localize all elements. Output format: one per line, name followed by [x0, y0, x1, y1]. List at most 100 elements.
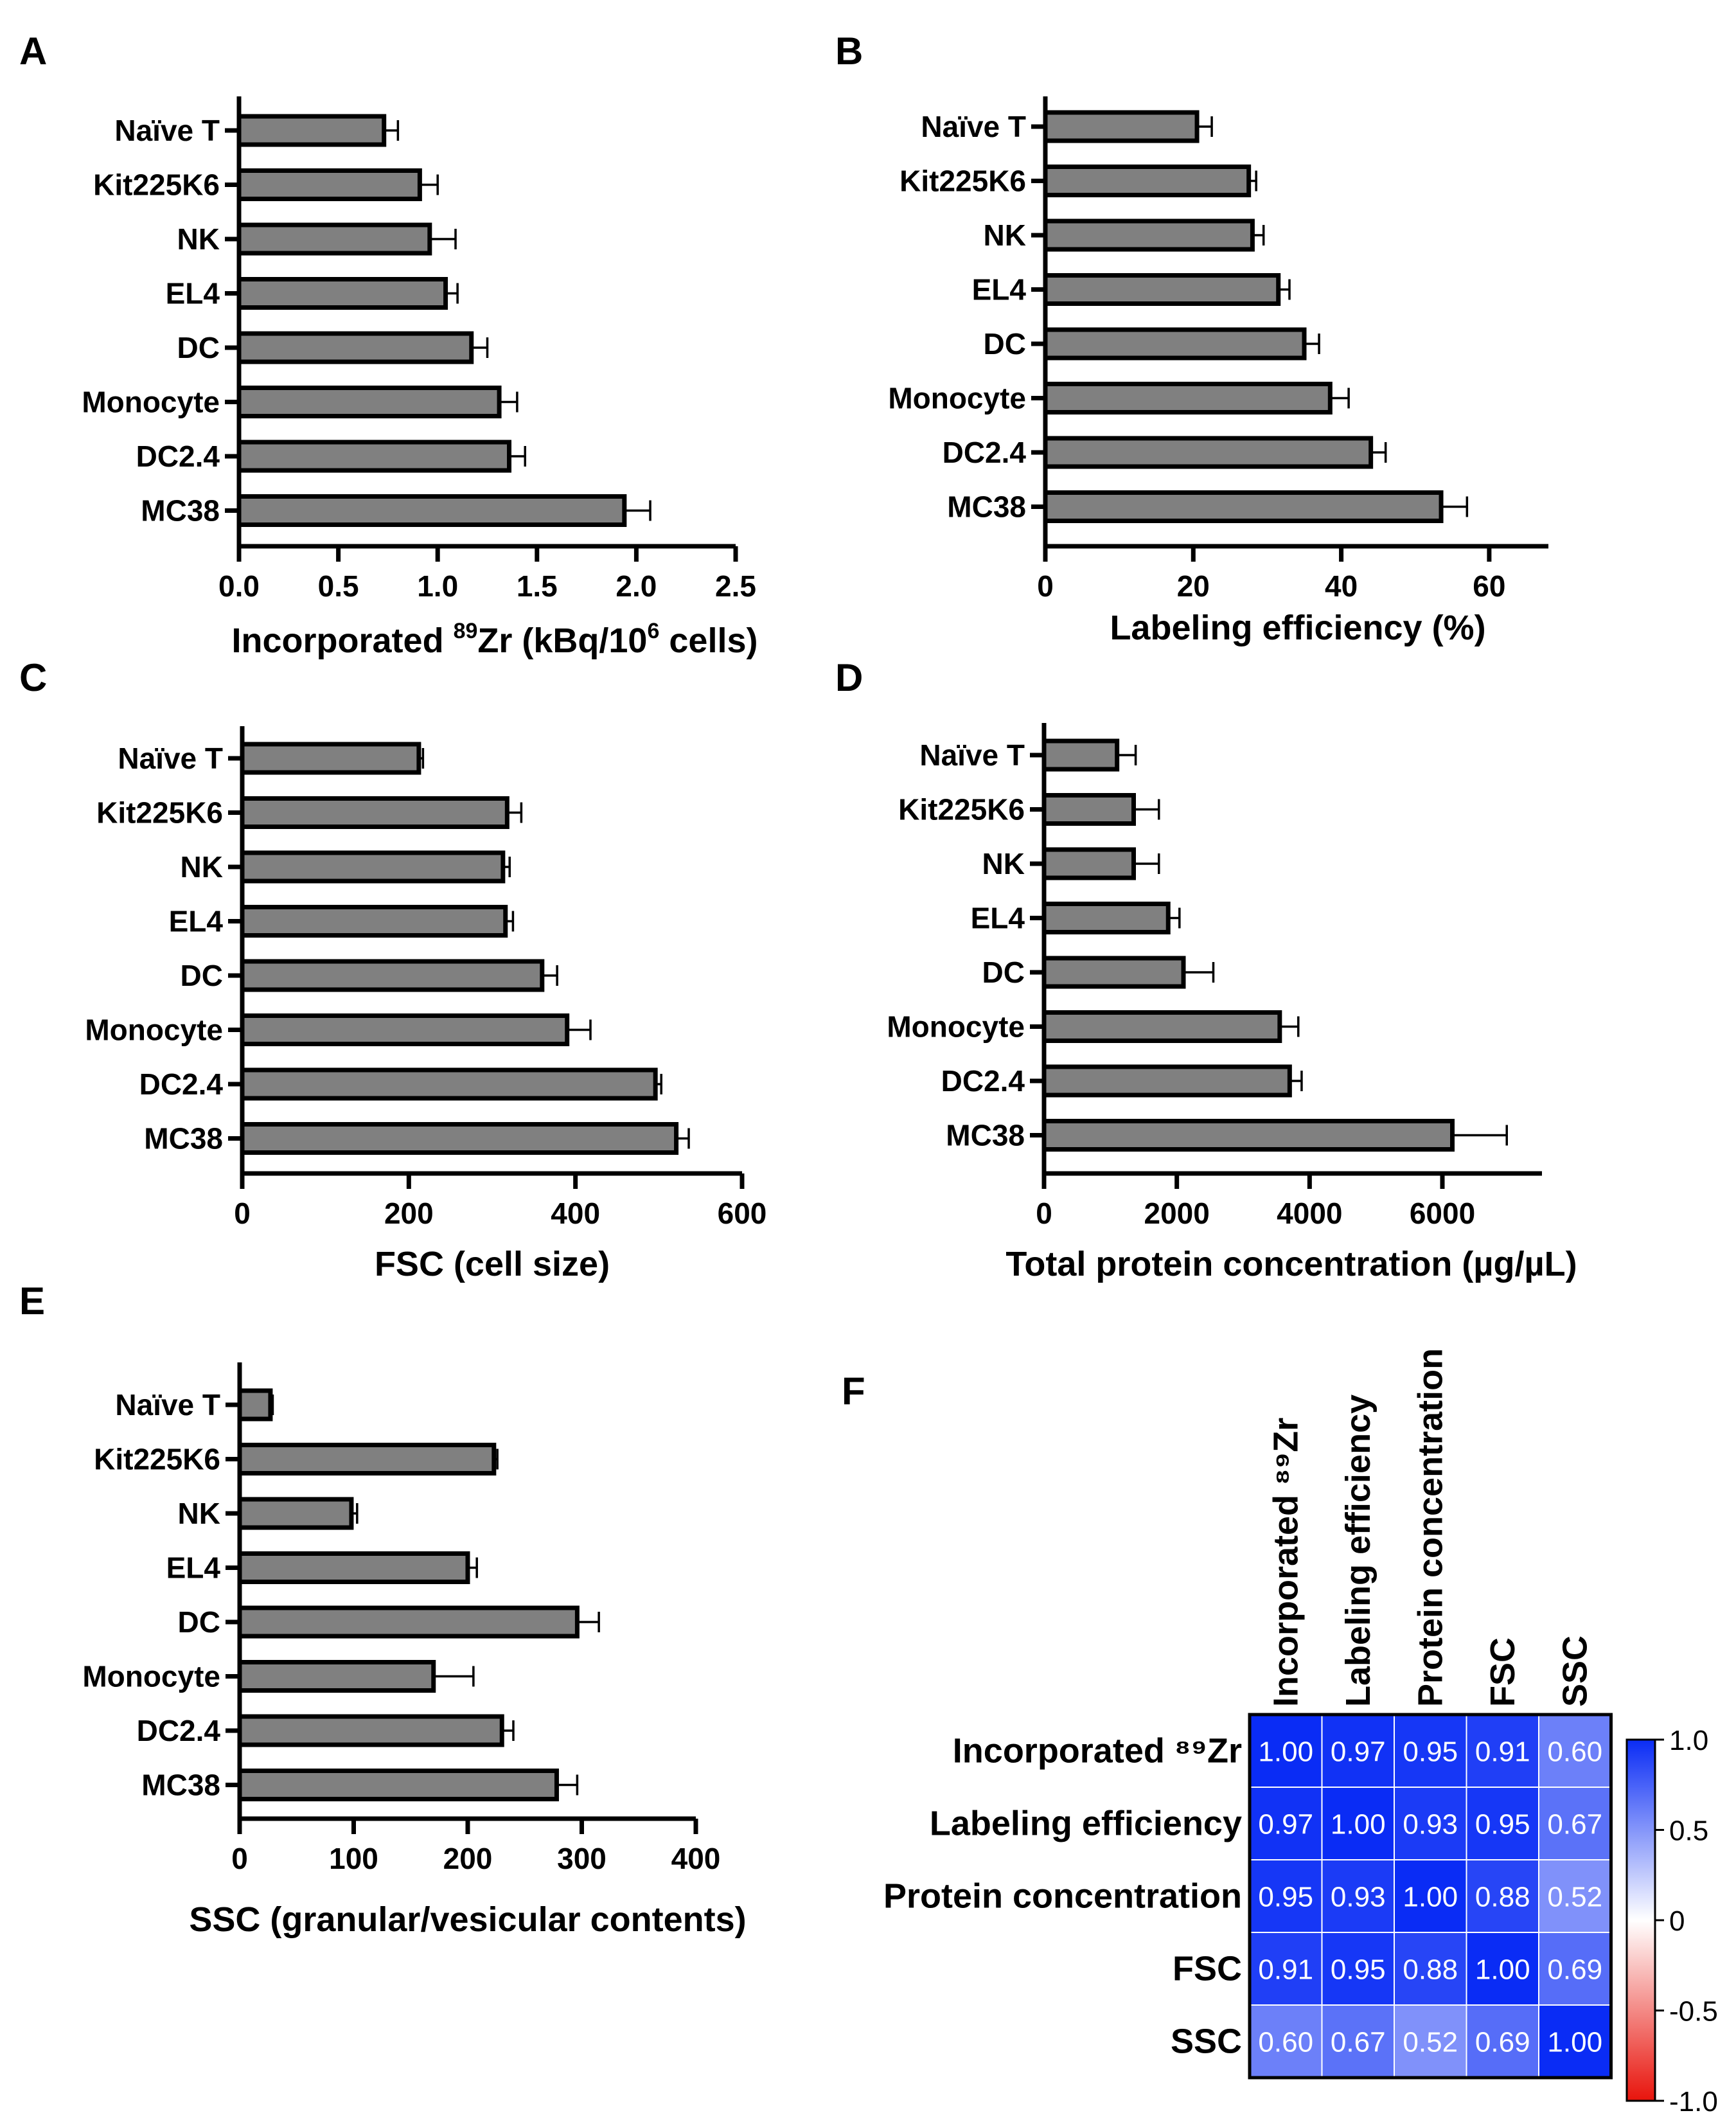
bar-c-3 — [240, 905, 508, 938]
y-tick-label-e-5: Monocyte — [82, 1660, 220, 1693]
heatmap-cell-label-2-1: 0.93 — [1331, 1882, 1386, 1913]
chart-b: Naïve T Kit225K6 NK EL4 DC Monocyte DC2.4 MC38 0… — [888, 96, 1548, 647]
x-tick-label-e-2: 200 — [443, 1842, 493, 1875]
heatmap-cell-label-3-4: 0.69 — [1547, 1954, 1602, 1986]
y-tick-label-d-6: DC2.4 — [941, 1064, 1025, 1098]
heatmap-cell-3-0 — [1249, 1932, 1323, 2006]
bar-b-1 — [1043, 165, 1252, 197]
y-tick-label-d-7: MC38 — [946, 1119, 1025, 1152]
heatmap-row-label-3: FSC — [1173, 1950, 1242, 1988]
y-tick-label-d-3: EL4 — [971, 902, 1025, 935]
bar-b-4 — [1043, 327, 1307, 361]
heatmap-cell-3-4 — [1538, 1932, 1612, 2006]
bar-c-7 — [240, 1122, 679, 1155]
bar-a-1 — [236, 168, 422, 201]
colorbar-tick-label-4: -1.0 — [1669, 2086, 1718, 2118]
panel-letter-d: D — [835, 656, 863, 699]
bar-d-5 — [1041, 1010, 1282, 1043]
heatmap-cell-label-0-0: 1.00 — [1258, 1736, 1313, 1768]
bar-e-6 — [237, 1714, 504, 1747]
y-tick-label-b-2: NK — [984, 218, 1026, 252]
heatmap-row-label-0: Incorporated ⁸⁹Zr — [953, 1732, 1242, 1770]
heatmap-border — [1248, 1713, 1613, 2080]
y-tick-label-a-5: Monocyte — [82, 386, 220, 419]
panel-letter-f: F — [842, 1369, 865, 1413]
heatmap-cell-0-3 — [1466, 1714, 1539, 1788]
chart-a: Naïve T Kit225K6 NK EL4 DC Monocyte DC2.4 MC38 0… — [82, 96, 757, 660]
x-axis-label-b: Labeling efficiency (%) — [1110, 609, 1485, 647]
heatmap-cell-label-2-2: 1.00 — [1403, 1882, 1458, 1913]
heatmap-cell-1-3 — [1466, 1787, 1539, 1860]
x-tick-label-c-0: 0 — [234, 1197, 251, 1230]
x-axis-label-c: FSC (cell size) — [375, 1245, 610, 1283]
heatmap-cell-label-0-2: 0.95 — [1403, 1736, 1458, 1768]
chart-e: Naïve T Kit225K6 NK EL4 DC Monocyte DC2.4 MC38 0… — [82, 1362, 747, 1939]
y-tick-label-a-0: Naïve T — [114, 114, 220, 147]
y-tick-label-c-1: Kit225K6 — [96, 796, 223, 830]
y-tick-label-d-2: NK — [982, 847, 1025, 880]
bar-a-7 — [236, 494, 627, 527]
bar-b-2 — [1043, 218, 1255, 252]
x-tick-label-a-1: 0.5 — [318, 569, 359, 603]
bar-a-4 — [236, 331, 474, 364]
y-tick-label-c-6: DC2.4 — [139, 1067, 224, 1101]
bar-e-0 — [237, 1388, 273, 1422]
y-tick-label-a-7: MC38 — [141, 494, 220, 528]
heatmap-cell-4-0 — [1249, 2004, 1323, 2078]
y-tick-label-c-2: NK — [181, 850, 223, 884]
x-tick-label-e-1: 100 — [329, 1842, 378, 1875]
y-tick-label-a-1: Kit225K6 — [93, 168, 220, 202]
bar-e-5 — [237, 1660, 436, 1693]
heatmap-cell-4-2 — [1394, 2004, 1467, 2078]
y-tick-label-c-7: MC38 — [144, 1122, 223, 1155]
y-tick-label-a-4: DC — [177, 331, 220, 364]
heatmap-cell-label-4-0: 0.60 — [1258, 2027, 1313, 2058]
y-tick-label-c-3: EL4 — [169, 905, 224, 938]
bar-b-3 — [1043, 273, 1281, 306]
x-tick-label-c-3: 600 — [718, 1197, 767, 1230]
colorbar-tick-label-0: 1.0 — [1669, 1725, 1708, 1756]
x-tick-label-a-5: 2.5 — [715, 569, 756, 603]
heatmap-row-label-1: Labeling efficiency — [930, 1805, 1242, 1843]
bar-e-2 — [237, 1497, 354, 1530]
heatmap-cell-label-1-3: 0.95 — [1475, 1809, 1530, 1841]
y-tick-label-e-1: Kit225K6 — [94, 1443, 220, 1476]
heatmap-col-label-4: SSC — [1555, 1636, 1594, 1707]
y-tick-label-d-1: Kit225K6 — [898, 793, 1025, 826]
bar-e-3 — [237, 1551, 470, 1584]
colorbar-tick-label-1: 0.5 — [1669, 1815, 1708, 1847]
bar-c-0 — [240, 742, 421, 775]
heatmap-cell-label-3-1: 0.95 — [1331, 1954, 1386, 1986]
x-tick-label-d-1: 2000 — [1144, 1197, 1209, 1230]
x-axis-label-e: SSC (granular/vesicular contents) — [189, 1900, 746, 1939]
y-tick-label-e-4: DC — [178, 1605, 220, 1639]
panel-letter-e: E — [19, 1279, 45, 1323]
bar-c-4 — [240, 959, 545, 992]
bar-d-4 — [1041, 956, 1186, 989]
bar-b-0 — [1043, 110, 1200, 143]
y-tick-label-b-0: Naïve T — [921, 110, 1026, 143]
x-tick-label-c-2: 400 — [551, 1197, 600, 1230]
panel-letter-c: C — [19, 656, 47, 699]
heatmap-cell-4-4 — [1538, 2004, 1612, 2078]
bar-a-3 — [236, 277, 448, 310]
y-tick-label-b-5: Monocyte — [888, 382, 1026, 415]
x-tick-label-e-4: 400 — [671, 1842, 721, 1875]
heatmap-row-label-4: SSC — [1171, 2022, 1242, 2061]
heatmap-cell-label-2-0: 0.95 — [1258, 1882, 1313, 1913]
bar-e-1 — [237, 1443, 497, 1476]
heatmap-cell-label-0-3: 0.91 — [1475, 1736, 1530, 1768]
y-tick-label-c-0: Naïve T — [118, 742, 223, 775]
x-tick-label-b-1: 20 — [1177, 569, 1210, 603]
x-tick-label-a-4: 2.0 — [616, 569, 657, 603]
x-tick-label-b-2: 40 — [1325, 569, 1358, 603]
y-tick-label-a-2: NK — [177, 222, 220, 256]
heatmap-cell-label-3-2: 0.88 — [1403, 1954, 1458, 1986]
heatmap-cell-label-2-4: 0.52 — [1547, 1882, 1602, 1913]
heatmap-cell-3-3 — [1466, 1932, 1539, 2006]
bar-e-7 — [237, 1769, 559, 1801]
y-tick-label-e-3: EL4 — [166, 1551, 221, 1585]
bar-d-1 — [1041, 793, 1136, 826]
chart-d: Naïve T Kit225K6 NK EL4 DC Monocyte DC2.4 MC38 0… — [887, 723, 1577, 1283]
